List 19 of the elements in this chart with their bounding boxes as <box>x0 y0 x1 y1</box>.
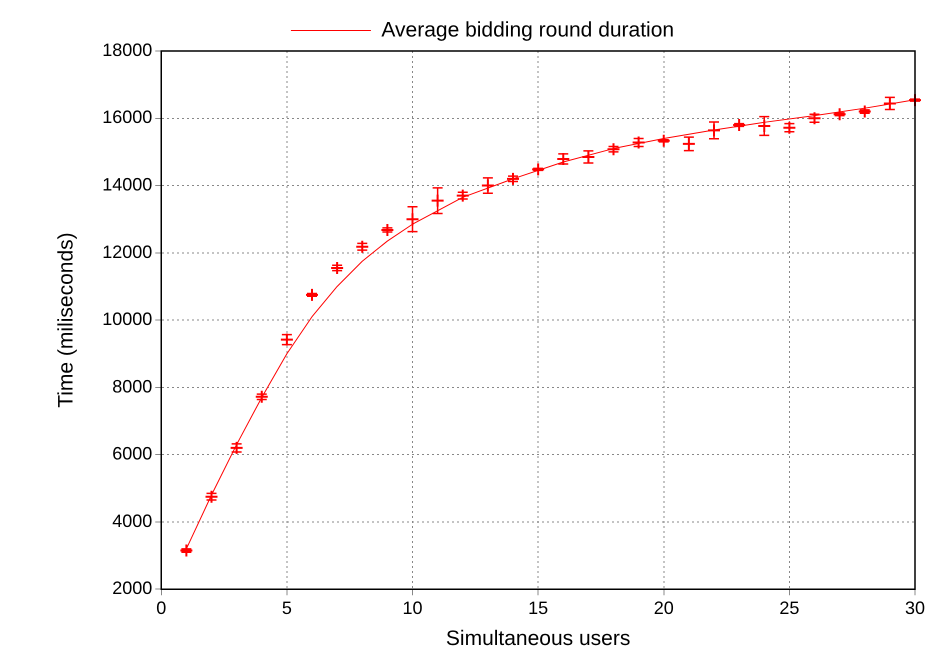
x-tick-label: 30 <box>904 598 926 618</box>
x-tick-label: 15 <box>528 598 548 618</box>
x-tick-label: 20 <box>654 598 674 618</box>
x-tick-label: 5 <box>282 598 292 618</box>
y-tick-label: 4000 <box>112 510 152 531</box>
x-axis-title: Simultaneous users <box>446 627 630 650</box>
y-tick-label: 12000 <box>102 242 152 262</box>
x-tick-label: 0 <box>156 598 166 618</box>
y-tick-label: 2000 <box>112 578 152 598</box>
y-tick-label: 16000 <box>102 107 152 128</box>
x-tick-label: 25 <box>779 598 800 618</box>
y-tick-label: 8000 <box>112 376 152 396</box>
x-tick-label: 10 <box>402 598 423 618</box>
y-tick-label: 14000 <box>102 174 152 195</box>
y-tick-label: 10000 <box>102 309 152 330</box>
y-axis-title: Time (miliseconds) <box>54 232 78 408</box>
y-tick-label: 18000 <box>102 40 152 60</box>
legend-label: Average bidding round duration <box>381 18 674 42</box>
y-tick-label: 6000 <box>112 444 152 464</box>
